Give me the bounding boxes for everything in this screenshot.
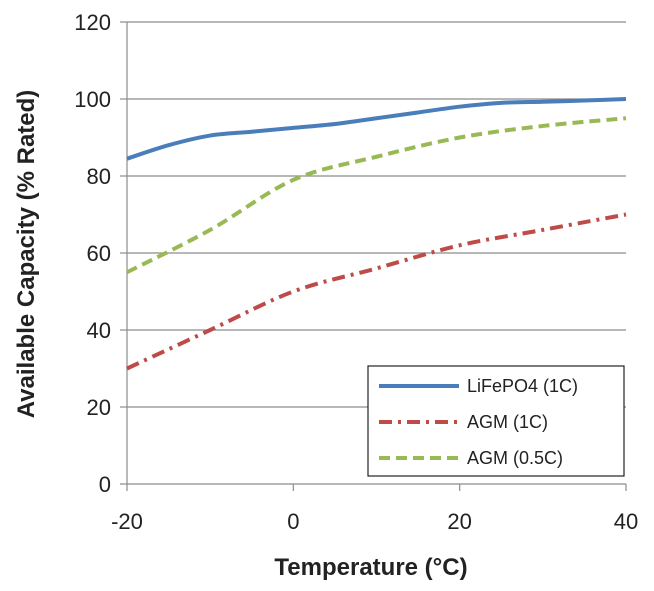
- grid: [127, 21, 626, 408]
- x-axis-title: Temperature (°C): [274, 554, 467, 581]
- x-tick-label: 20: [447, 509, 471, 534]
- x-tick-label: 0: [287, 509, 299, 534]
- x-tick-label: 40: [614, 509, 638, 534]
- legend-label-1: AGM (1C): [467, 412, 548, 432]
- y-tick-label: 120: [74, 10, 111, 35]
- y-tick-label: 100: [74, 87, 111, 112]
- series-line-1: [126, 212, 627, 371]
- y-tick-label: 20: [87, 395, 111, 420]
- x-tick-label: -20: [111, 509, 143, 534]
- legend-label-0: LiFePO4 (1C): [467, 376, 578, 396]
- series-lines: [126, 97, 627, 371]
- y-axis-title: Available Capacity (% Rated): [13, 90, 40, 419]
- y-tick-label: 60: [87, 241, 111, 266]
- y-tick-label: 0: [99, 472, 111, 497]
- legend: LiFePO4 (1C) AGM (1C) AGM (0.5C): [367, 365, 625, 477]
- y-tick-label: 40: [87, 318, 111, 343]
- series-line-2: [126, 116, 627, 275]
- series-line-0: [126, 97, 627, 161]
- axes: [120, 21, 627, 491]
- y-tick-label: 80: [87, 164, 111, 189]
- legend-label-2: AGM (0.5C): [467, 448, 563, 468]
